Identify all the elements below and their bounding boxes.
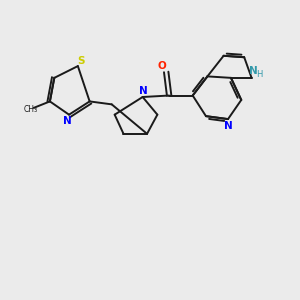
Text: O: O xyxy=(158,61,166,71)
Text: N: N xyxy=(224,121,233,131)
Text: H: H xyxy=(256,70,262,79)
Text: N: N xyxy=(249,66,257,76)
Text: S: S xyxy=(78,56,85,66)
Text: CH₃: CH₃ xyxy=(23,105,38,114)
Text: N: N xyxy=(139,86,148,96)
Text: N: N xyxy=(63,116,72,126)
